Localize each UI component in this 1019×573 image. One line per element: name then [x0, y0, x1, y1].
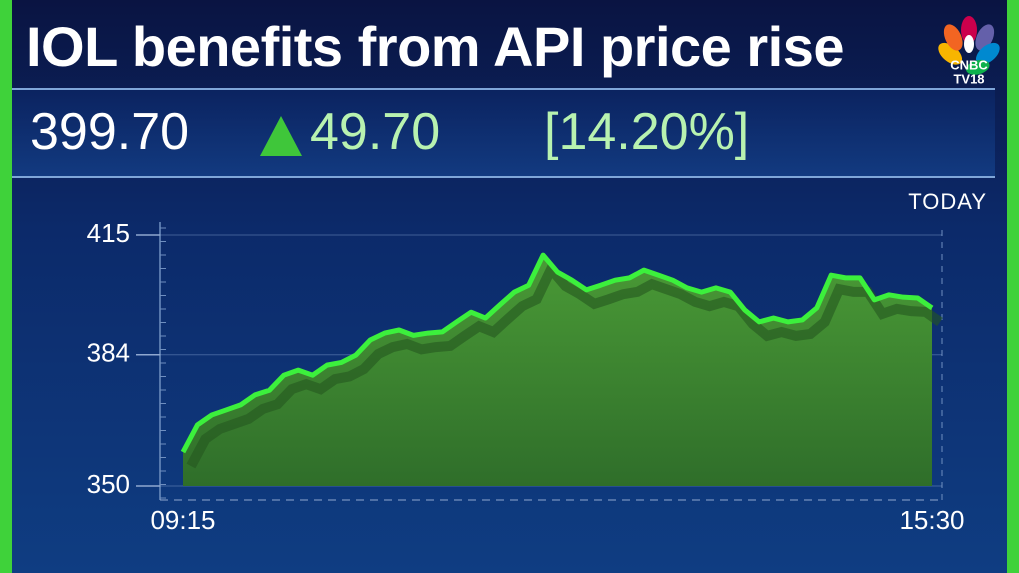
logo-text: TV18	[953, 71, 984, 86]
screen: IOL benefits from API price rise CNBC TV…	[12, 0, 1007, 573]
change-percent: [14.20%]	[544, 103, 750, 161]
period-label: TODAY	[908, 189, 987, 214]
price: 399.70	[30, 103, 190, 161]
up-arrow	[260, 116, 302, 156]
chart: TODAY 350 384 415 09:15 15:30	[87, 189, 987, 535]
logo-text: CNBC	[950, 57, 988, 72]
line-shadow	[186, 259, 943, 469]
y-tick-label: 415	[87, 218, 130, 248]
logo: CNBC TV18	[938, 16, 1000, 86]
x-tick-label: 15:30	[899, 505, 964, 535]
peacock	[938, 16, 1000, 75]
headline: IOL benefits from API price rise	[26, 15, 845, 78]
quote-bar: 399.70 49.70 [14.20%]	[12, 88, 995, 178]
y-tick-label: 350	[87, 469, 130, 499]
x-tick-label: 09:15	[150, 505, 215, 535]
change: 49.70	[310, 103, 441, 161]
line	[180, 252, 934, 454]
y-tick-label: 384	[87, 338, 130, 368]
